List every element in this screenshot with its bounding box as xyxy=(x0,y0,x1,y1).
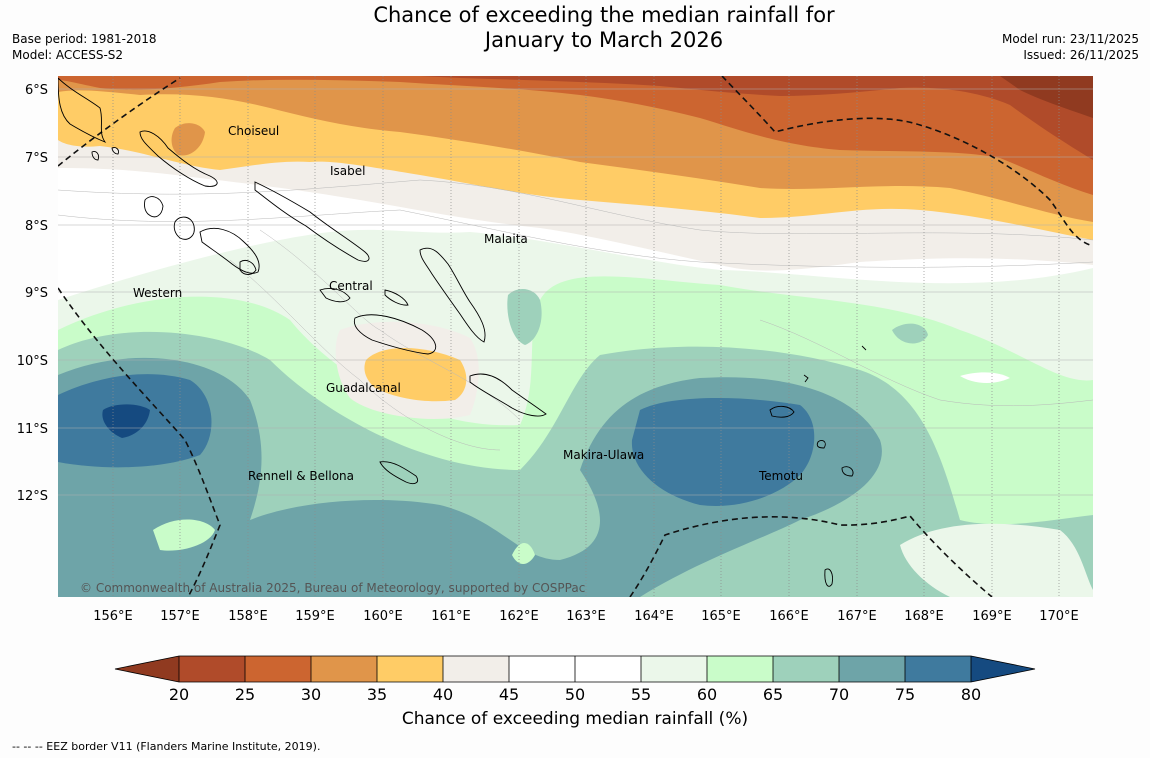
place-label: Malaita xyxy=(484,232,528,246)
colorbar-segment xyxy=(311,656,377,682)
colorbar-tick: 20 xyxy=(169,685,189,704)
colorbar-segment xyxy=(509,656,575,682)
lon-label: 157°E xyxy=(160,609,200,624)
rainfall-probability-field: © Commonwealth of Australia 2025, Bureau… xyxy=(58,76,1093,597)
meta-right: Model run: 23/11/2025 Issued: 26/11/2025 xyxy=(1002,31,1139,63)
place-label: Rennell & Bellona xyxy=(248,469,354,483)
eez-border xyxy=(58,76,1093,597)
lon-label: 170°E xyxy=(1039,609,1079,624)
chart-title: Chance of exceeding the median rainfall … xyxy=(300,3,908,53)
colorbar-segment xyxy=(773,656,839,682)
lon-label: 162°E xyxy=(499,609,539,624)
colorbar-segment xyxy=(443,656,509,682)
model-run: Model run: 23/11/2025 xyxy=(1001,32,1139,46)
copyright-text: © Commonwealth of Australia 2025, Bureau… xyxy=(80,581,585,595)
lat-label: 12°S xyxy=(17,489,48,504)
colorbar-segment xyxy=(905,656,971,682)
place-label: Guadalcanal xyxy=(326,381,401,395)
colorbar-tick: 50 xyxy=(565,685,585,704)
place-label: Central xyxy=(329,279,373,293)
lat-label: 7°S xyxy=(25,151,48,166)
colorbar-tick: 65 xyxy=(763,685,783,704)
lon-label: 167°E xyxy=(837,609,877,624)
lon-label: 169°E xyxy=(972,609,1012,624)
base-period: Base period: 1981-2018 xyxy=(12,32,157,46)
place-label: Isabel xyxy=(330,164,365,178)
colorbar-tick: 55 xyxy=(631,685,651,704)
province-labels: Choiseul Isabel Malaita Western Central … xyxy=(133,124,803,483)
lon-label: 164°E xyxy=(634,609,674,624)
lat-label: 9°S xyxy=(25,286,48,301)
lat-label: 11°S xyxy=(17,422,48,437)
colorbar-segment xyxy=(245,656,311,682)
place-label: Temotu xyxy=(758,469,803,483)
colorbar: 20 25 30 35 40 45 50 55 60 65 70 75 80 xyxy=(114,655,1036,704)
colorbar-ticks: 20 25 30 35 40 45 50 55 60 65 70 75 80 xyxy=(169,685,981,704)
issued-date: Issued: 26/11/2025 xyxy=(1023,48,1139,62)
lon-label: 165°E xyxy=(701,609,741,624)
lon-label: 156°E xyxy=(93,609,133,624)
colorbar-label: Chance of exceeding median rainfall (%) xyxy=(401,709,749,729)
place-label: Western xyxy=(133,286,182,300)
colorbar-tick: 75 xyxy=(895,685,915,704)
lat-label: 10°S xyxy=(17,354,48,369)
colorbar-segment xyxy=(707,656,773,682)
lon-label: 160°E xyxy=(363,609,403,624)
colorbar-tick: 30 xyxy=(301,685,321,704)
colorbar-extend-high xyxy=(971,656,1035,682)
lon-label: 163°E xyxy=(566,609,606,624)
colorbar-segment xyxy=(641,656,707,682)
longitude-labels: 156°E 157°E 158°E 159°E 160°E 161°E 162°… xyxy=(93,609,1079,624)
colorbar-tick: 35 xyxy=(367,685,387,704)
lat-label: 6°S xyxy=(25,83,48,98)
title-line-2: January to March 2026 xyxy=(484,28,724,52)
colorbar-extend-low xyxy=(115,656,179,682)
colorbar-tick: 25 xyxy=(235,685,255,704)
latitude-gridlines xyxy=(58,88,1093,496)
lon-label: 158°E xyxy=(228,609,268,624)
colorbar-tick: 70 xyxy=(829,685,849,704)
meta-left: Base period: 1981-2018 Model: ACCESS-S2 xyxy=(12,31,157,63)
colorbar-tick: 45 xyxy=(499,685,519,704)
title-line-1: Chance of exceeding the median rainfall … xyxy=(373,3,835,27)
colorbar-segment xyxy=(575,656,641,682)
eez-footnote: -- -- -- EEZ border V11 (Flanders Marine… xyxy=(12,740,321,753)
colorbar-segment xyxy=(839,656,905,682)
place-label: Choiseul xyxy=(228,124,279,138)
coastlines xyxy=(58,77,867,587)
colorbar-segment xyxy=(377,656,443,682)
colorbar-segment xyxy=(179,656,245,682)
lat-label: 8°S xyxy=(25,219,48,234)
latitude-labels: 6°S 7°S 8°S 9°S 10°S 11°S 12°S xyxy=(17,83,48,504)
colorbar-tick: 60 xyxy=(697,685,717,704)
model-name: Model: ACCESS-S2 xyxy=(12,48,124,62)
lon-label: 168°E xyxy=(904,609,944,624)
lon-label: 166°E xyxy=(769,609,809,624)
colorbar-tick: 80 xyxy=(961,685,981,704)
place-label: Makira-Ulawa xyxy=(563,448,644,462)
colorbar-tick: 40 xyxy=(433,685,453,704)
lon-label: 159°E xyxy=(295,609,335,624)
lon-label: 161°E xyxy=(431,609,471,624)
faint-contours xyxy=(58,179,1093,451)
